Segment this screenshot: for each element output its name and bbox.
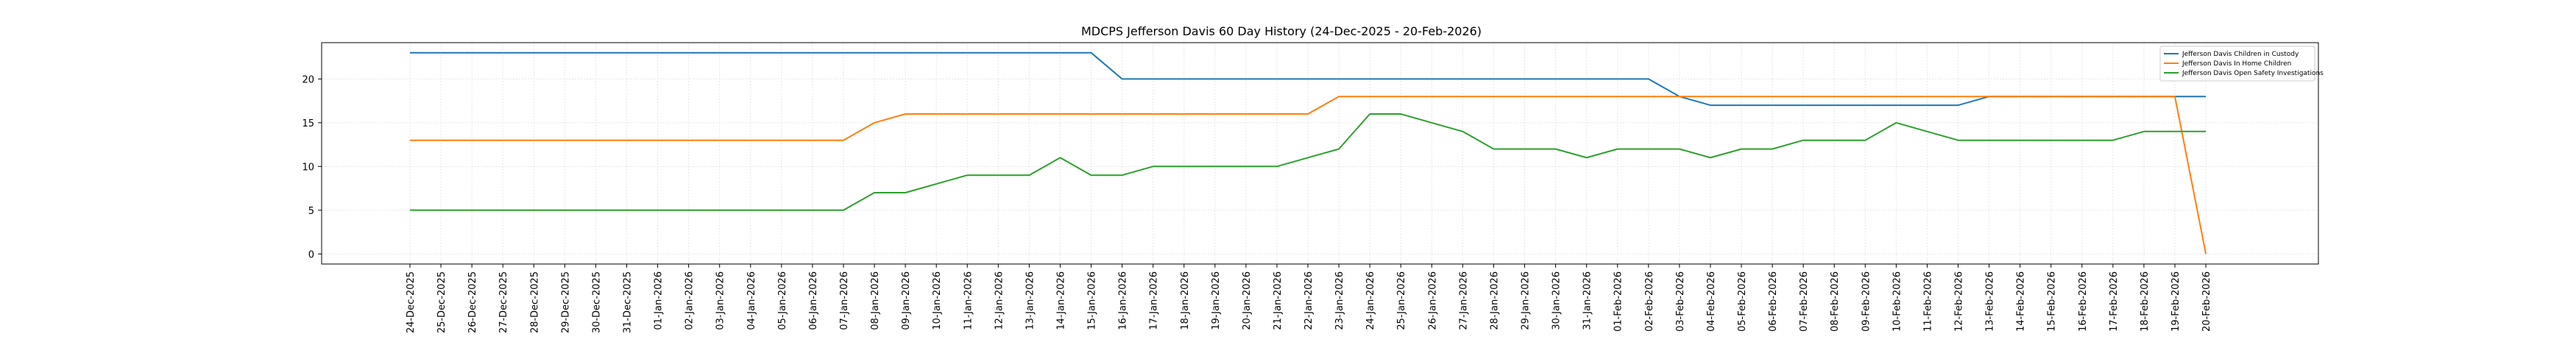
x-tick-label: 14-Feb-2026 (2016, 271, 2027, 332)
x-tick-label: 02-Jan-2026 (684, 271, 696, 330)
x-tick-label: 27-Jan-2026 (1458, 271, 1469, 330)
series-line-1 (410, 51, 2207, 107)
x-tick-label: 16-Jan-2026 (1118, 271, 1129, 330)
x-tick-label: 31-Jan-2026 (1582, 271, 1593, 330)
x-tick-label: 12-Feb-2026 (1954, 271, 1965, 332)
x-tick-label: 27-Dec-2025 (498, 271, 509, 333)
x-tick-label: 03-Jan-2026 (715, 271, 726, 330)
y-tick-label: 5 (308, 206, 314, 217)
x-tick-label: 23-Jan-2026 (1334, 271, 1345, 330)
x-tick-label: 21-Jan-2026 (1273, 271, 1284, 330)
x-tick-label: 19-Jan-2026 (1211, 271, 1222, 330)
plot-area-frame (321, 42, 2319, 265)
x-tick-label: 04-Feb-2026 (1706, 271, 1717, 332)
x-tick-label: 16-Feb-2026 (2078, 271, 2089, 332)
x-tick-label: 30-Jan-2026 (1551, 271, 1563, 330)
x-tick-label: 18-Jan-2026 (1180, 271, 1191, 330)
legend: Jefferson Davis Children in Custody Jeffe… (2159, 46, 2324, 82)
x-tick-label: 11-Jan-2026 (963, 271, 974, 330)
x-tick-label: 30-Dec-2025 (591, 271, 602, 333)
x-tick-label: 24-Dec-2025 (406, 271, 417, 333)
series-line-3 (410, 113, 2207, 211)
legend-label-2: Jefferson Davis In Home Children (2182, 60, 2291, 68)
legend-label-3: Jefferson Davis Open Safety Investigatio… (2182, 70, 2324, 77)
x-tick-label: 25-Dec-2025 (436, 271, 447, 333)
x-tick-label: 18-Feb-2026 (2140, 271, 2151, 332)
y-tick-label: 15 (302, 118, 314, 129)
x-tick-label: 15-Feb-2026 (2047, 271, 2058, 332)
x-tick-label: 14-Jan-2026 (1055, 271, 1066, 330)
x-tick-label: 07-Feb-2026 (1799, 271, 1810, 332)
x-tick-label: 03-Feb-2026 (1675, 271, 1686, 332)
x-tick-label: 13-Feb-2026 (1985, 271, 1996, 332)
x-tick-label: 17-Feb-2026 (2109, 271, 2120, 332)
x-tick-label: 20-Jan-2026 (1242, 271, 1253, 330)
x-tick-label: 28-Jan-2026 (1489, 271, 1500, 330)
x-tick-label: 08-Jan-2026 (870, 271, 881, 330)
chart-title: MDCPS Jefferson Davis 60 Day History (24… (1081, 24, 1482, 38)
x-tick-label: 29-Dec-2025 (560, 271, 571, 333)
x-axis: 24-Dec-2025 25-Dec-2025 26-Dec-2025 27-Dec-… (406, 264, 2212, 333)
x-tick-label: 05-Feb-2026 (1737, 271, 1748, 332)
x-tick-label: 20-Feb-2026 (2201, 271, 2212, 332)
x-tick-label: 15-Jan-2026 (1087, 271, 1098, 330)
x-tick-label: 06-Jan-2026 (808, 271, 819, 330)
x-tick-label: 31-Dec-2025 (622, 271, 633, 333)
x-tick-label: 29-Jan-2026 (1521, 271, 1532, 330)
x-tick-label: 26-Dec-2025 (467, 271, 478, 333)
x-tick-label: 10-Jan-2026 (932, 271, 943, 330)
series-line-2 (410, 96, 2207, 254)
y-tick-label: 10 (302, 162, 314, 173)
x-tick-label: 04-Jan-2026 (746, 271, 757, 330)
x-tick-label: 26-Jan-2026 (1427, 271, 1438, 330)
x-tick-label: 13-Jan-2026 (1025, 271, 1036, 330)
series-lines (410, 51, 2207, 254)
x-tick-label: 19-Feb-2026 (2170, 271, 2182, 332)
x-tick-label: 01-Jan-2026 (654, 271, 665, 330)
y-tick-label: 0 (308, 249, 314, 260)
x-tick-label: 12-Jan-2026 (994, 271, 1005, 330)
y-axis: 0 5 10 15 20 (302, 74, 322, 260)
x-tick-label: 02-Feb-2026 (1644, 271, 1655, 332)
x-tick-label: 08-Feb-2026 (1830, 271, 1841, 332)
legend-box (2159, 46, 2315, 82)
legend-label-1: Jefferson Davis Children in Custody (2182, 51, 2299, 58)
y-tick-label: 20 (302, 74, 314, 85)
x-tick-label: 09-Jan-2026 (901, 271, 912, 330)
x-tick-label: 09-Feb-2026 (1861, 271, 1872, 332)
x-tick-label: 28-Dec-2025 (529, 271, 540, 333)
x-tick-label: 01-Feb-2026 (1613, 271, 1624, 332)
x-tick-label: 05-Jan-2026 (777, 271, 788, 330)
x-tick-label: 11-Feb-2026 (1922, 271, 1933, 332)
x-tick-label: 22-Jan-2026 (1303, 271, 1314, 330)
x-tick-label: 10-Feb-2026 (1892, 271, 1903, 332)
x-tick-label: 07-Jan-2026 (839, 271, 850, 330)
x-tick-label: 24-Jan-2026 (1365, 271, 1376, 330)
x-tick-label: 06-Feb-2026 (1768, 271, 1779, 332)
x-tick-label: 17-Jan-2026 (1149, 271, 1160, 330)
x-tick-label: 25-Jan-2026 (1396, 271, 1407, 330)
